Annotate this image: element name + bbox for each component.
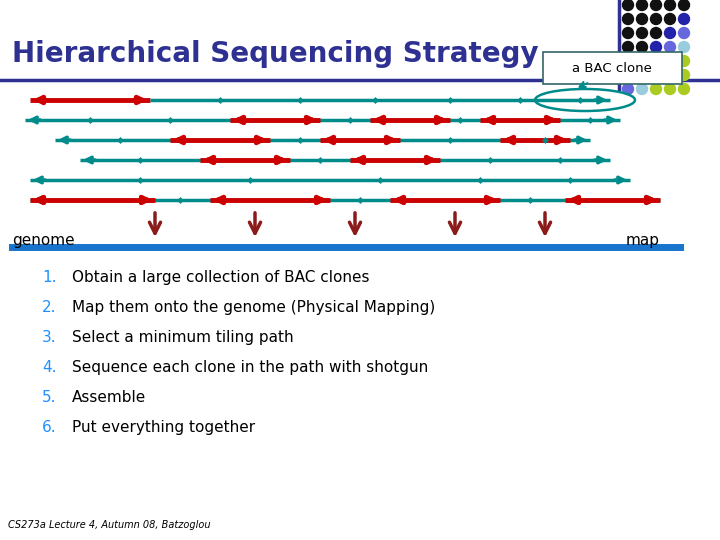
Circle shape [678,28,690,38]
Circle shape [665,42,675,52]
Circle shape [678,42,690,52]
Text: Map them onto the genome (Physical Mapping): Map them onto the genome (Physical Mappi… [72,300,436,315]
Text: map: map [626,233,660,248]
Circle shape [665,84,675,94]
Circle shape [650,14,662,24]
Circle shape [623,56,634,66]
Circle shape [665,14,675,24]
Text: 4.: 4. [42,360,56,375]
Circle shape [623,42,634,52]
Circle shape [636,42,647,52]
Text: 3.: 3. [42,330,57,345]
Text: genome: genome [12,233,75,248]
Circle shape [650,56,662,66]
Text: 1.: 1. [42,270,56,285]
Circle shape [636,14,647,24]
Circle shape [636,56,647,66]
Text: 2.: 2. [42,300,56,315]
Circle shape [650,42,662,52]
Circle shape [623,70,634,80]
Circle shape [665,0,675,10]
Circle shape [665,28,675,38]
Circle shape [636,70,647,80]
FancyBboxPatch shape [543,52,682,84]
Circle shape [650,70,662,80]
Text: CS273a Lecture 4, Autumn 08, Batzoglou: CS273a Lecture 4, Autumn 08, Batzoglou [8,520,210,530]
Circle shape [650,0,662,10]
Circle shape [678,84,690,94]
Circle shape [623,84,634,94]
Text: Sequence each clone in the path with shotgun: Sequence each clone in the path with sho… [72,360,428,375]
Text: 6.: 6. [42,420,57,435]
Text: Hierarchical Sequencing Strategy: Hierarchical Sequencing Strategy [12,40,539,68]
Circle shape [623,28,634,38]
Text: Put everything together: Put everything together [72,420,255,435]
Circle shape [665,56,675,66]
Text: Select a minimum tiling path: Select a minimum tiling path [72,330,294,345]
Circle shape [636,0,647,10]
Circle shape [623,0,634,10]
Circle shape [623,14,634,24]
Circle shape [678,70,690,80]
Text: a BAC clone: a BAC clone [572,62,652,75]
Circle shape [678,14,690,24]
Circle shape [678,56,690,66]
Circle shape [650,28,662,38]
Text: Assemble: Assemble [72,390,146,405]
Text: 5.: 5. [42,390,56,405]
Circle shape [665,70,675,80]
Circle shape [650,84,662,94]
Text: Obtain a large collection of BAC clones: Obtain a large collection of BAC clones [72,270,369,285]
Circle shape [636,84,647,94]
Circle shape [678,0,690,10]
Circle shape [636,28,647,38]
